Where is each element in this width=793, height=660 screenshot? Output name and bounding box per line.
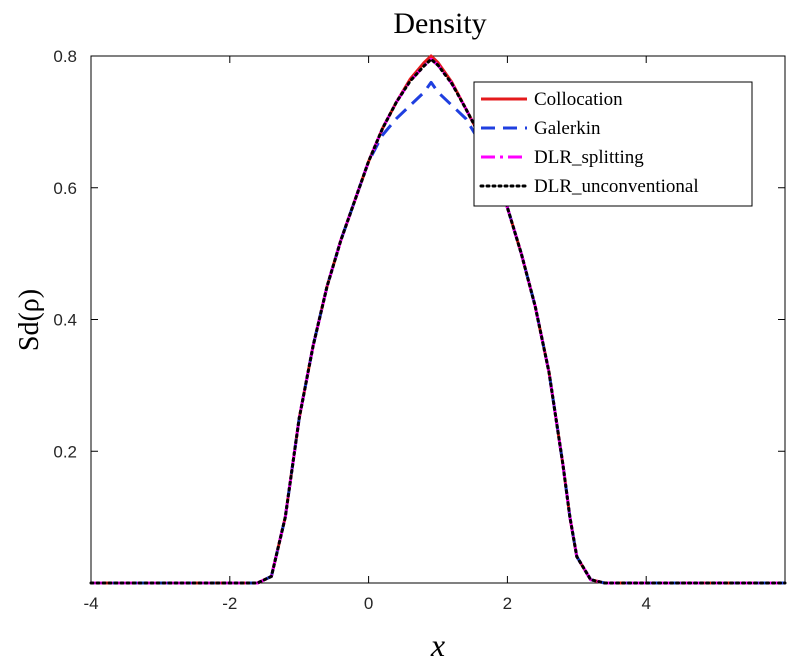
y-tick-label: 0.2 [53, 442, 77, 461]
x-tick-label: -2 [222, 594, 237, 613]
y-axis-label: Sd(ρ) [14, 289, 45, 351]
x-axis-label: x [430, 627, 445, 660]
y-tick-label: 0.6 [53, 179, 77, 198]
legend-label: Collocation [534, 89, 623, 110]
axis-ticks: -4 -2 0 2 4 0.2 0.4 0.6 0.8 [53, 47, 785, 613]
legend-label: DLR_splitting [534, 147, 644, 168]
legend: Collocation Galerkin DLR_splitting DLR_unco… [473, 81, 753, 207]
legend-label: DLR_unconventional [534, 176, 699, 197]
x-tick-label: -4 [83, 594, 98, 613]
chart-title: Density [393, 7, 486, 40]
x-tick-label: 2 [503, 594, 512, 613]
series-line-dlr-unconventional [89, 57, 787, 585]
x-tick-label: 4 [641, 594, 650, 613]
y-tick-label: 0.4 [53, 311, 77, 330]
series-layer [89, 54, 787, 585]
legend-label: Galerkin [534, 118, 601, 139]
x-tick-label: 0 [364, 594, 373, 613]
legend-items: Collocation Galerkin DLR_splitting DLR_unco… [479, 89, 699, 197]
y-tick-label: 0.8 [53, 47, 77, 66]
